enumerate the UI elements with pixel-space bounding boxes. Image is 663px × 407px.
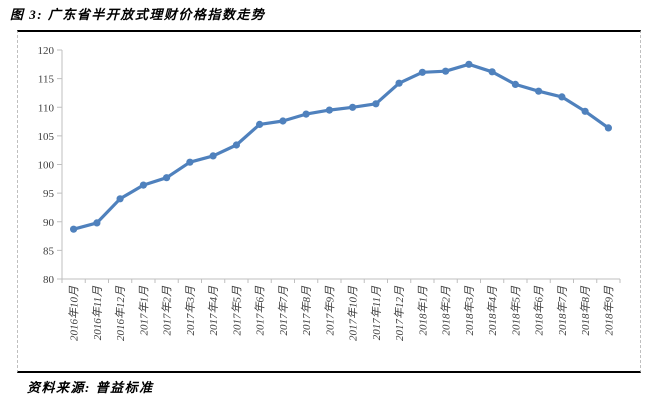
series-line [72,62,610,231]
x-axis-labels: 2016年10月 2016年11月 2016年12月 2017年1月 2017年2月 20… [68,285,616,341]
y-axis-labels: 80 85 90 95 100 105 110 115 120 [38,45,55,286]
svg-text:2016年11月: 2016年11月 [91,285,104,340]
svg-text:100: 100 [38,160,55,172]
svg-text:2017年8月: 2017年8月 [300,285,313,335]
source-note: 资料来源: 普益标准 [27,380,154,395]
svg-text:2018年7月: 2018年7月 [556,285,569,335]
svg-text:2017年2月: 2017年2月 [161,285,174,335]
svg-text:2018年9月: 2018年9月 [602,285,615,335]
svg-text:2018年1月: 2018年1月 [416,285,429,335]
svg-text:105: 105 [38,131,55,143]
svg-text:2017年1月: 2017年1月 [137,285,150,335]
x-axis [61,278,621,283]
svg-text:2017年3月: 2017年3月 [184,285,197,335]
svg-text:2017年9月: 2017年9月 [323,285,336,335]
series-markers [70,60,613,233]
figure-title: 图 3: 广东省半开放式理财价格指数走势 [10,7,266,22]
y-axis [57,49,63,280]
svg-text:2017年4月: 2017年4月 [207,285,220,335]
chart-frame: 80 85 90 95 100 105 110 115 120 2016年10月 2016年11月 2… [17,30,641,373]
svg-text:2018年6月: 2018年6月 [533,285,546,335]
svg-text:2016年10月: 2016年10月 [68,285,81,341]
svg-text:110: 110 [38,102,55,114]
svg-text:90: 90 [43,217,55,229]
svg-text:2017年11月: 2017年11月 [370,285,383,340]
svg-text:2016年12月: 2016年12月 [114,285,127,341]
svg-text:95: 95 [43,188,55,200]
svg-text:120: 120 [38,45,55,57]
svg-text:2018年5月: 2018年5月 [509,285,522,335]
svg-text:2018年8月: 2018年8月 [579,285,592,335]
svg-text:2017年12月: 2017年12月 [393,285,406,341]
svg-text:85: 85 [43,245,55,257]
svg-text:2017年7月: 2017年7月 [277,285,290,335]
svg-text:2017年10月: 2017年10月 [347,285,360,341]
svg-text:2017年6月: 2017年6月 [254,285,267,335]
svg-text:2018年2月: 2018年2月 [440,285,453,335]
svg-text:115: 115 [38,74,55,86]
svg-text:80: 80 [43,274,55,286]
svg-text:2018年3月: 2018年3月 [463,285,476,335]
svg-text:2018年4月: 2018年4月 [486,285,499,335]
svg-text:2017年5月: 2017年5月 [230,285,243,335]
